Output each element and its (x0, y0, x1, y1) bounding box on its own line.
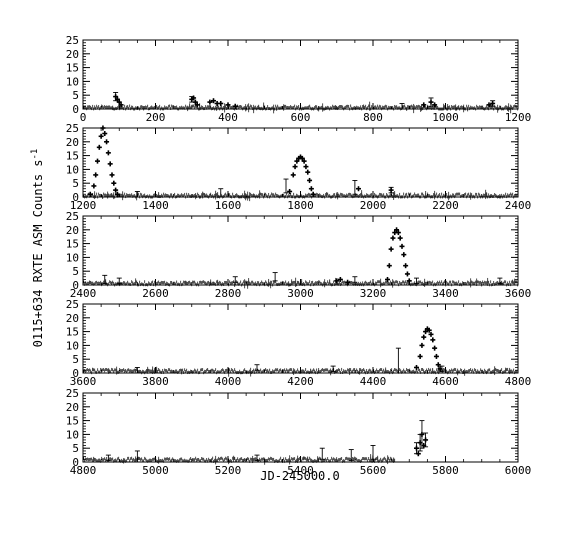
y-tick-label: 20 (66, 224, 79, 237)
x-tick-label: 1400 (142, 199, 169, 212)
x-tick-label: 1800 (287, 199, 314, 212)
y-tick-label: 5 (72, 442, 79, 455)
x-axis-label: JD-245000.0 (260, 469, 339, 483)
x-tick-label: 3200 (360, 287, 387, 300)
x-tick-label: 1200 (505, 111, 532, 124)
x-tick-label: 2600 (142, 287, 169, 300)
y-tick-label: 5 (72, 265, 79, 278)
y-tick-label: 0 (72, 456, 79, 469)
x-tick-label: 5200 (215, 464, 242, 477)
y-tick-label: 15 (66, 415, 79, 428)
x-tick-label: 0 (80, 111, 87, 124)
y-tick-label: 25 (66, 387, 79, 400)
y-tick-label: 0 (72, 103, 79, 116)
x-tick-label: 5400 (287, 464, 314, 477)
x-tick-label: 2400 (505, 199, 532, 212)
y-tick-label: 20 (66, 401, 79, 414)
y-tick-label: 25 (66, 122, 79, 135)
x-tick-label: 3600 (505, 287, 532, 300)
y-tick-label: 10 (66, 75, 79, 88)
x-tick-label: 3400 (432, 287, 459, 300)
y-tick-label: 0 (72, 367, 79, 380)
y-tick-label: 5 (72, 353, 79, 366)
y-tick-label: 5 (72, 89, 79, 102)
x-tick-label: 4800 (70, 464, 97, 477)
x-tick-label: 400 (218, 111, 238, 124)
x-tick-label: 4000 (215, 375, 242, 388)
x-tick-label: 1000 (432, 111, 459, 124)
y-tick-label: 15 (66, 326, 79, 339)
y-tick-label: 25 (66, 298, 79, 311)
x-tick-label: 3000 (287, 287, 314, 300)
panel-frame (82, 303, 519, 374)
y-tick-label: 25 (66, 34, 79, 47)
y-tick-label: 10 (66, 251, 79, 264)
y-axis-label: 0115+634 RXTE ASM Counts s-1 (30, 149, 45, 348)
x-tick-label: 200 (146, 111, 166, 124)
y-axis-label-text: 0115+634 RXTE ASM Counts s (31, 160, 45, 348)
panel-frame (82, 39, 519, 110)
y-tick-label: 20 (66, 312, 79, 325)
y-axis-label-superscript: -1 (30, 149, 40, 160)
y-tick-label: 15 (66, 150, 79, 163)
x-tick-label: 4800 (505, 375, 532, 388)
x-tick-label: 4400 (360, 375, 387, 388)
x-tick-label: 1600 (215, 199, 242, 212)
panel-frame (82, 127, 519, 198)
x-tick-label: 4200 (287, 375, 314, 388)
y-tick-label: 10 (66, 428, 79, 441)
y-tick-label: 0 (72, 279, 79, 292)
x-tick-label: 5000 (142, 464, 169, 477)
x-tick-label: 2800 (215, 287, 242, 300)
y-tick-label: 10 (66, 339, 79, 352)
panel-frame (82, 215, 519, 286)
x-tick-label: 2400 (70, 287, 97, 300)
y-tick-label: 25 (66, 210, 79, 223)
y-tick-label: 15 (66, 238, 79, 251)
x-tick-label: 2200 (432, 199, 459, 212)
x-tick-label: 5600 (360, 464, 387, 477)
x-tick-label: 3800 (142, 375, 169, 388)
x-tick-label: 3600 (70, 375, 97, 388)
y-tick-label: 5 (72, 177, 79, 190)
x-tick-label: 6000 (505, 464, 532, 477)
x-tick-label: 1200 (70, 199, 97, 212)
x-tick-label: 4600 (432, 375, 459, 388)
y-tick-label: 20 (66, 136, 79, 149)
y-tick-label: 20 (66, 48, 79, 61)
x-tick-label: 600 (291, 111, 311, 124)
x-tick-label: 5800 (432, 464, 459, 477)
y-tick-label: 15 (66, 62, 79, 75)
x-tick-label: 800 (363, 111, 383, 124)
y-tick-label: 10 (66, 163, 79, 176)
panel-frame (82, 392, 519, 463)
y-tick-label: 0 (72, 191, 79, 204)
x-tick-label: 2000 (360, 199, 387, 212)
